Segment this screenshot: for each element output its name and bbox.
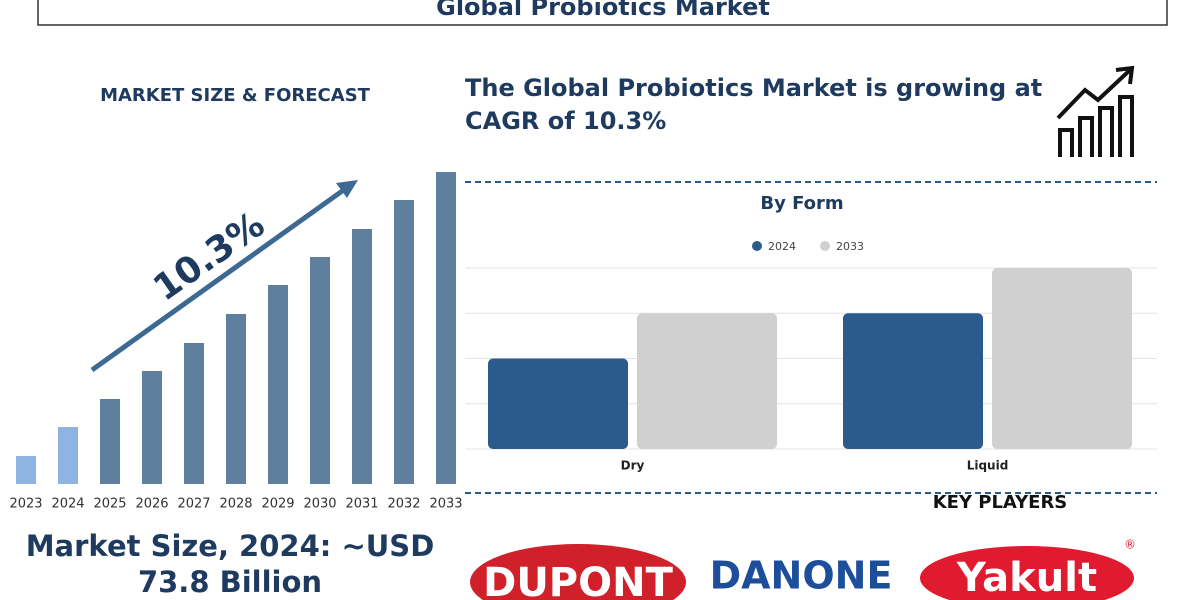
- growth-arrow: [90, 186, 347, 373]
- x-tick-label: 2029: [261, 497, 294, 512]
- bar: [488, 358, 628, 449]
- x-tick-label: 2027: [177, 497, 210, 512]
- legend-label: 2024: [768, 240, 796, 253]
- growth-icon: [1056, 65, 1135, 157]
- bar: [436, 172, 456, 484]
- bar: [226, 314, 246, 484]
- x-tick-label: 2023: [9, 497, 42, 512]
- bar: [992, 268, 1132, 449]
- chart-title: By Form: [760, 193, 843, 214]
- bar: [268, 285, 288, 484]
- x-tick-label: 2031: [345, 497, 378, 512]
- logo-text: DANONE: [710, 554, 893, 598]
- x-tick-label: 2028: [219, 497, 252, 512]
- bar: [100, 399, 120, 484]
- x-tick-label: Dry: [621, 459, 645, 473]
- x-tick-label: 2032: [387, 497, 420, 512]
- x-tick-label: 2024: [51, 497, 84, 512]
- legend-marker: [820, 241, 830, 251]
- key-players-title: KEY PLAYERS: [933, 492, 1068, 513]
- x-tick-label: 2033: [429, 497, 462, 512]
- x-tick-label: 2030: [303, 497, 336, 512]
- legend-marker: [752, 241, 762, 251]
- bar: [16, 456, 36, 484]
- yakult-logo: [920, 546, 1134, 600]
- x-tick-label: 2026: [135, 497, 168, 512]
- bar: [310, 257, 330, 484]
- logo-text: DUPONT: [483, 560, 673, 600]
- market-size: Market Size, 2024: ~USD 73.8 Billion: [25, 529, 435, 599]
- x-tick-label: Liquid: [967, 459, 1009, 473]
- logo-text: Yakult: [956, 555, 1097, 600]
- bar: [142, 371, 162, 484]
- bar: [352, 229, 372, 484]
- arrow-head: [336, 180, 358, 198]
- bar: [637, 313, 777, 449]
- bar: [184, 343, 204, 484]
- legend-label: 2033: [836, 240, 864, 253]
- bar: [394, 200, 414, 484]
- x-tick-label: 2025: [93, 497, 126, 512]
- header-title: Global Probiotics Market: [436, 0, 770, 21]
- dupont-logo: [470, 544, 686, 600]
- registered-mark: ®: [1124, 538, 1136, 552]
- section-title: MARKET SIZE & FORECAST: [100, 85, 371, 106]
- headline: The Global Probiotics Market is growing …: [465, 74, 1043, 135]
- bar: [58, 427, 78, 484]
- bar: [843, 313, 983, 449]
- header-box: [37, 0, 1168, 26]
